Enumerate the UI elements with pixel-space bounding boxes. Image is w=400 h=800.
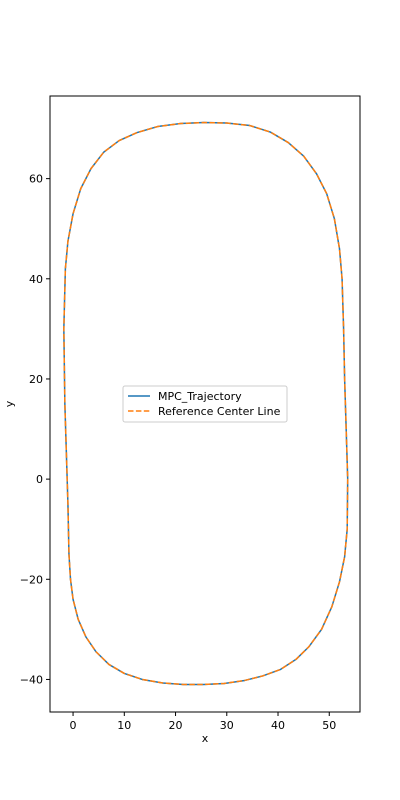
legend-label-reference-center-line: Reference Center Line [158,405,281,418]
x-tick-label: 40 [271,719,285,732]
legend: MPC_Trajectory Reference Center Line [122,385,288,423]
y-tick-label: −40 [20,673,43,686]
x-axis-ticks: 0 10 20 30 40 50 [70,712,336,732]
legend-box [122,385,288,423]
axes-frame [49,95,361,713]
x-tick-label: 0 [70,719,77,732]
y-axis-ticks: −40 −20 0 20 40 60 [20,173,50,686]
x-tick-label: 50 [322,719,336,732]
x-tick-label: 20 [169,719,183,732]
x-tick-label: 30 [220,719,234,732]
series-line-reference-center-line [63,121,349,686]
y-tick-label: 60 [29,173,43,186]
y-tick-label: 20 [29,373,43,386]
x-axis-label: x [202,732,209,745]
y-tick-label: 40 [29,273,43,286]
y-axis-label: y [3,400,16,407]
series-layer [63,121,349,686]
x-tick-label: 10 [117,719,131,732]
y-tick-label: 0 [36,473,43,486]
legend-label-mpc-trajectory: MPC_Trajectory [158,390,242,403]
y-tick-label: −20 [20,573,43,586]
